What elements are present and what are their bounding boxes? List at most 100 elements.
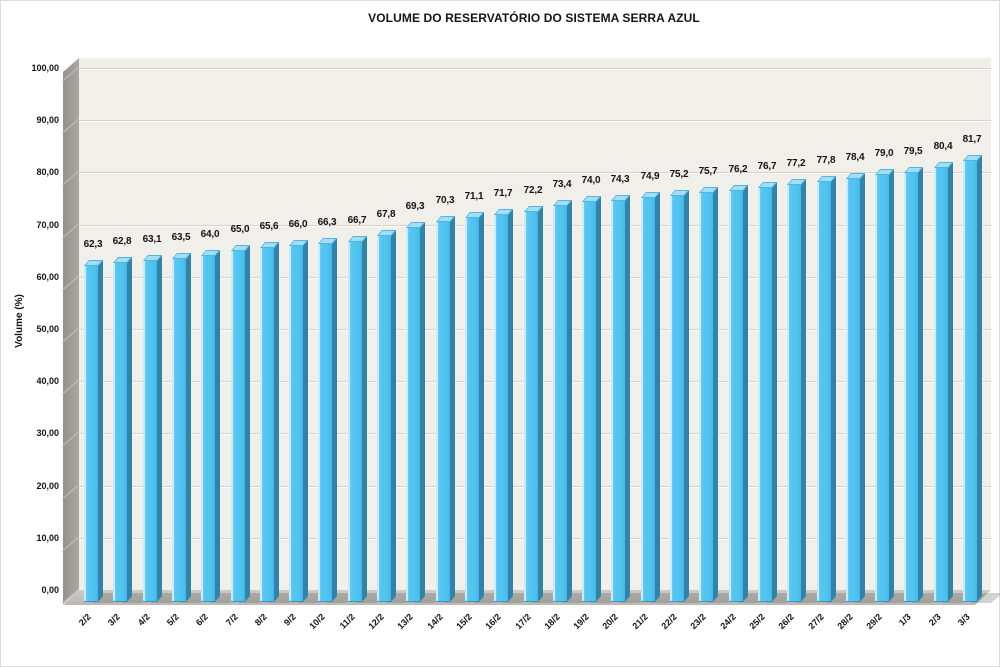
bar-value-label: 63,1	[142, 234, 162, 245]
bar-side-face	[538, 206, 543, 602]
bar-front-face	[113, 263, 127, 602]
bar-side-face	[889, 169, 894, 602]
y-axis-tick-label: 40,00	[36, 376, 59, 387]
bar-value-label: 71,7	[493, 188, 513, 199]
bar-side-face	[98, 260, 103, 602]
bar-25-2	[758, 182, 798, 603]
y-axis-tick-label: 90,00	[36, 115, 59, 126]
x-axis-tick-label: 10/2	[307, 611, 327, 632]
y-axis-tick-label: 60,00	[36, 271, 59, 282]
bar-side-face	[362, 236, 367, 602]
bar-15-2	[465, 212, 505, 603]
bar-value-label: 76,2	[728, 164, 748, 175]
bar-value-label: 64,0	[200, 229, 220, 240]
x-axis-tick-label: 20/2	[600, 611, 620, 632]
bar-8-2	[260, 242, 300, 603]
x-axis-tick-label: 21/2	[630, 611, 650, 632]
bar-value-label: 65,6	[259, 221, 279, 232]
bar-front-face	[348, 242, 362, 602]
bar-front-face	[143, 261, 157, 602]
bar-22-2	[670, 190, 710, 603]
x-axis-tick-label: 8/2	[252, 611, 269, 628]
bar-value-label: 71,1	[464, 191, 484, 202]
bar-2-3	[934, 162, 974, 603]
bar-value-label: 73,4	[552, 179, 572, 190]
x-axis-tick-label: 14/2	[425, 611, 445, 632]
bar-17-2	[524, 206, 564, 603]
bar-front-face	[846, 179, 860, 602]
bar-3-2	[113, 257, 153, 603]
bar-2-2	[84, 260, 124, 603]
x-axis-tick-label: 2/3	[926, 611, 943, 628]
y-axis-title: Volume (%)	[14, 294, 25, 348]
x-axis-tick-label: 26/2	[776, 611, 796, 632]
bar-value-label: 74,3	[610, 174, 630, 185]
x-axis-tick-label: 15/2	[454, 611, 474, 632]
bar-front-face	[84, 266, 98, 602]
bar-side-face	[625, 195, 630, 602]
bar-side-face	[215, 250, 220, 602]
bar-side-face	[977, 155, 982, 602]
bar-26-2	[787, 179, 827, 603]
bar-11-2	[348, 236, 388, 603]
bar-24-2	[729, 185, 769, 603]
bar-5-2	[172, 253, 212, 603]
x-axis-tick-label: 4/2	[135, 611, 152, 628]
x-axis-tick-label: 24/2	[718, 611, 738, 632]
x-axis-tick-label: 7/2	[223, 611, 240, 628]
bar-side-face	[801, 179, 806, 602]
x-axis-tick-label: 29/2	[864, 611, 884, 632]
bar-front-face	[729, 191, 743, 602]
bar-side-face	[743, 185, 748, 602]
bar-side-face	[245, 245, 250, 602]
y-axis-tick-label: 0,00	[41, 585, 59, 595]
x-axis-tick-label: 28/2	[835, 611, 855, 632]
bar-value-label: 69,3	[405, 201, 425, 212]
bar-side-face	[127, 257, 132, 602]
bar-6-2	[201, 250, 241, 603]
bar-28-2	[846, 173, 886, 603]
bar-front-face	[494, 215, 508, 602]
x-axis-tick-label: 19/2	[571, 611, 591, 632]
bar-23-2	[699, 187, 739, 603]
bar-value-label: 75,2	[669, 169, 689, 180]
bar-value-label: 74,0	[581, 175, 601, 186]
y-axis-tick-label: 30,00	[36, 428, 59, 439]
bar-side-face	[508, 209, 513, 602]
bar-12-2	[377, 230, 417, 603]
bar-value-label: 81,7	[962, 134, 982, 145]
bar-side-face	[157, 255, 162, 602]
x-axis-tick-label: 13/2	[395, 611, 415, 632]
x-axis-tick-label: 5/2	[164, 611, 181, 628]
bar-value-label: 75,7	[698, 166, 718, 177]
bar-1-3	[904, 167, 944, 603]
bar-side-face	[596, 196, 601, 602]
bar-value-label: 65,0	[230, 224, 250, 235]
bar-front-face	[260, 248, 274, 602]
bar-value-label: 79,0	[874, 148, 894, 159]
x-axis-tick-label: 17/2	[513, 611, 533, 632]
bar-front-face	[699, 193, 713, 602]
bar-side-face	[391, 230, 396, 602]
bar-front-face	[875, 175, 889, 602]
bar-front-face	[172, 259, 186, 602]
bar-side-face	[831, 176, 836, 602]
bar-value-label: 66,3	[317, 217, 337, 228]
bar-front-face	[553, 206, 567, 602]
x-axis-tick-label: 3/3	[955, 611, 972, 628]
bar-3-3	[963, 155, 1000, 603]
bar-front-face	[289, 246, 303, 602]
bar-front-face	[406, 228, 420, 602]
bar-side-face	[772, 182, 777, 602]
x-axis-tick-label: 18/2	[542, 611, 562, 632]
bar-side-face	[860, 173, 865, 602]
bar-side-face	[655, 192, 660, 602]
y-axis-tick-label: 80,00	[36, 167, 59, 178]
bar-27-2	[817, 176, 857, 603]
bar-front-face	[934, 168, 948, 602]
bar-front-face	[436, 222, 450, 602]
bar-value-label: 62,8	[112, 236, 132, 247]
bar-front-face	[758, 188, 772, 602]
x-axis-tick-label: 2/2	[76, 611, 93, 628]
bar-side-face	[303, 240, 308, 602]
